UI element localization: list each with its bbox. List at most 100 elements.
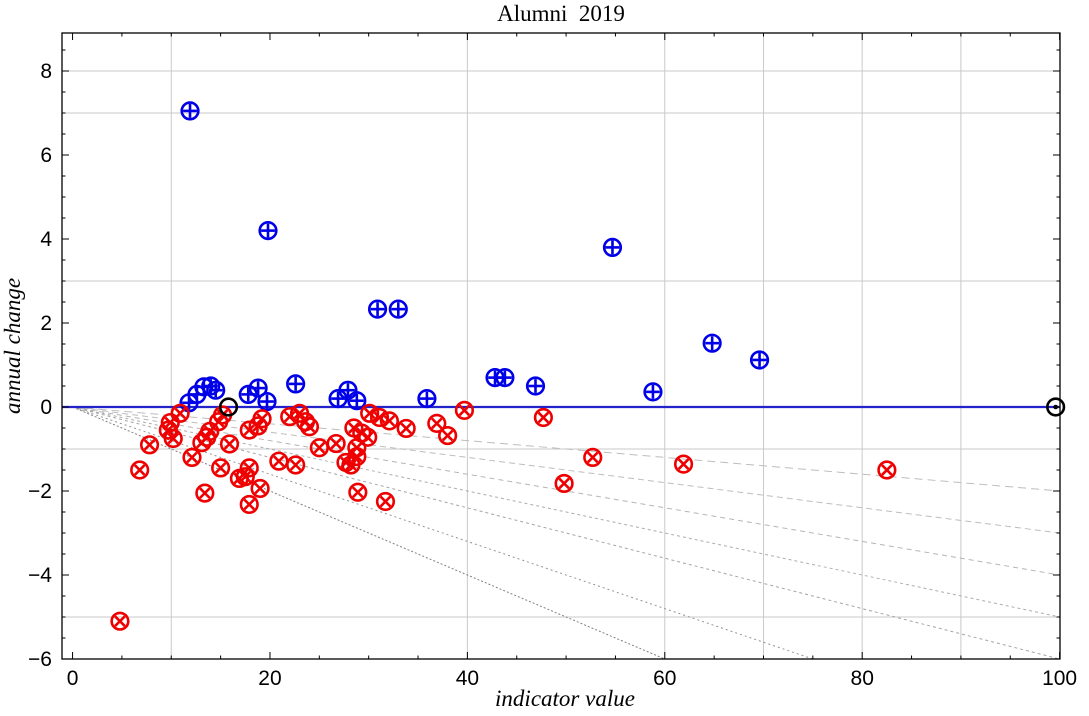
data-point-negative — [533, 407, 553, 428]
marker-circle — [702, 333, 722, 353]
data-point-positive — [417, 389, 437, 409]
marker-circle — [160, 412, 180, 433]
y-axis-label: annual change — [0, 278, 25, 414]
cross-icon — [200, 431, 213, 444]
marker-circle — [358, 427, 378, 447]
data-point-negative — [673, 454, 694, 474]
marker-circle — [388, 299, 408, 319]
data-point-negative — [130, 460, 150, 480]
marker-circle — [375, 491, 396, 512]
marker-circle — [326, 433, 346, 454]
data-point-negative — [375, 491, 396, 512]
data-point-positive — [602, 237, 623, 258]
cross-icon — [441, 429, 454, 442]
fan-line — [72, 406, 814, 660]
data-point-negative — [211, 458, 231, 478]
marker-circle — [252, 409, 272, 429]
frame-layer — [61, 32, 1061, 660]
cross-icon — [133, 464, 146, 476]
cross-icon — [586, 451, 599, 464]
x-tick-label: 60 — [653, 667, 676, 690]
y-tick-label: −4 — [28, 564, 52, 587]
cross-icon — [243, 498, 256, 511]
data-point-negative — [160, 412, 180, 433]
cross-icon — [313, 441, 326, 454]
grid-layer — [62, 33, 1060, 659]
data-point-negative — [583, 447, 603, 468]
cross-icon — [289, 459, 302, 471]
cross-icon — [273, 455, 285, 468]
cross-icon — [254, 482, 266, 495]
marker-circle — [417, 389, 437, 409]
marker-circle — [201, 376, 221, 396]
cross-icon — [143, 438, 156, 451]
marker-circle — [218, 397, 239, 417]
marker-circle — [299, 417, 320, 437]
x-tick-label: 20 — [258, 667, 281, 690]
cross-icon — [243, 424, 256, 436]
marker-circle — [258, 221, 278, 241]
data-point-negative — [252, 409, 272, 429]
x-tick-label: 0 — [67, 667, 79, 690]
data-point-positive — [643, 382, 663, 402]
marker-circle — [427, 413, 447, 433]
data-point-negative — [438, 425, 458, 446]
data-point-negative — [379, 411, 400, 431]
fan-line — [72, 406, 665, 660]
marker-circle — [525, 376, 546, 396]
fan-line — [72, 406, 1061, 576]
marker-circle — [643, 382, 663, 402]
cross-icon — [293, 407, 306, 420]
y-tick-label: 4 — [40, 228, 52, 251]
data-point-negative — [396, 418, 416, 439]
marker-circle — [454, 400, 475, 420]
marker-circle — [348, 482, 368, 502]
marker-circle — [396, 418, 416, 439]
marker-circle — [341, 455, 361, 475]
marker-circle — [438, 425, 458, 446]
marker-circle — [286, 455, 306, 475]
data-point-negative — [289, 403, 310, 423]
cross-icon — [881, 464, 893, 476]
marker-circle — [673, 454, 694, 474]
cross-icon — [351, 486, 364, 499]
data-point-positive — [749, 350, 770, 370]
cross-icon — [283, 410, 296, 423]
cross-icon — [677, 458, 690, 470]
data-point-positive — [388, 299, 408, 319]
data-point-positive — [495, 368, 515, 388]
data-point-positive — [702, 333, 722, 353]
marker-circle — [139, 435, 160, 455]
marker-circle — [130, 460, 150, 480]
data-point-negative — [195, 483, 215, 503]
x-axis-label: indicator value — [495, 686, 635, 711]
x-tick-label: 40 — [456, 667, 479, 690]
data-point-negative — [110, 611, 130, 631]
marker-circle — [379, 411, 400, 431]
cross-icon — [216, 409, 229, 421]
data-point-positive — [338, 380, 358, 400]
cross-icon — [361, 431, 374, 444]
data-point-negative — [360, 403, 380, 423]
marker-circle — [239, 458, 259, 478]
marker-circle — [110, 611, 130, 631]
dot-icon — [1053, 404, 1058, 410]
data-point-negative — [341, 455, 361, 475]
data-point-positive — [347, 391, 367, 411]
marker-circle — [257, 391, 277, 412]
marker-circle — [238, 384, 258, 405]
data-point-negative — [454, 400, 475, 420]
data-point-negative — [877, 460, 897, 480]
marker-circle — [239, 494, 259, 515]
data-point-positive — [258, 221, 278, 241]
data-points-layer — [110, 101, 1066, 631]
y-tick-label: 0 — [40, 396, 52, 419]
data-point-positive — [206, 380, 226, 400]
fan-line — [72, 406, 1061, 492]
marker-circle — [250, 478, 270, 499]
fan-line — [72, 406, 1061, 534]
marker-circle — [286, 374, 306, 394]
cross-icon — [167, 432, 180, 445]
cross-icon — [256, 412, 268, 425]
